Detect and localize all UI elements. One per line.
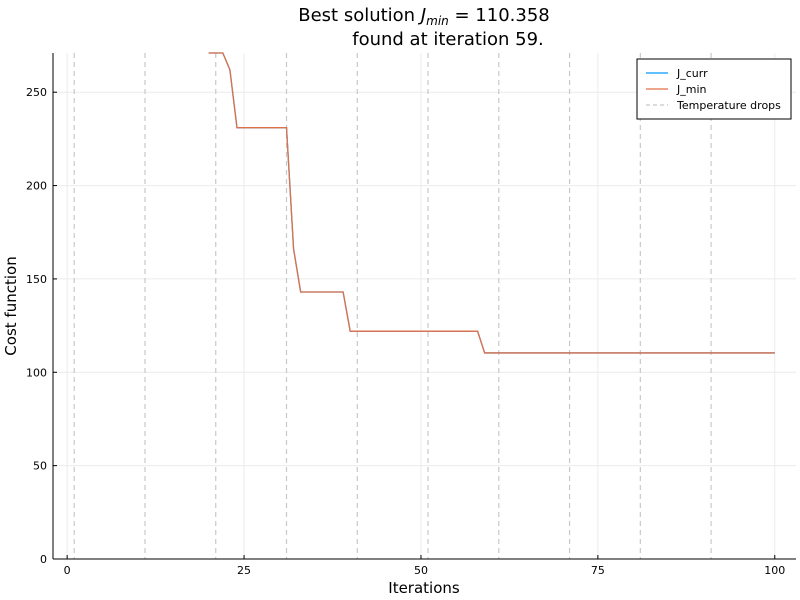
y-tick-label-0: 0	[40, 553, 47, 566]
y-tick-label-1: 50	[33, 460, 47, 473]
x-tick-label-2: 50	[414, 564, 428, 577]
y-tick-label-4: 200	[26, 180, 47, 193]
y-axis-label: Cost function	[2, 256, 20, 355]
series-lines	[208, 52, 775, 354]
title-value: = 110.358	[449, 5, 550, 26]
title-prefix: Best solution	[298, 5, 421, 26]
legend-label-temperature-drops: Temperature drops	[676, 99, 781, 112]
legend: J_curr J_min Temperature drops	[636, 58, 792, 120]
x-axis-label: Iterations	[388, 579, 460, 597]
y-tick-label-3: 150	[26, 273, 47, 286]
x-tick-label-0: 0	[64, 564, 71, 577]
tick-labels: 0 25 50 75 100 0 50 100 150 200 250	[26, 86, 785, 577]
chart-title-line1: Best solution Jmin = 110.358	[298, 5, 550, 28]
series-line-j-min	[208, 52, 775, 354]
y-tick-label-5: 250	[26, 86, 47, 99]
y-tick-label-2: 100	[26, 366, 47, 379]
title-subscript: min	[426, 14, 449, 28]
legend-label-j-curr: J_curr	[676, 67, 708, 80]
x-tick-label-3: 75	[591, 564, 605, 577]
grid	[53, 53, 796, 560]
legend-label-j-min: J_min	[676, 83, 707, 96]
title-symbol: J	[418, 5, 426, 26]
x-tick-label-4: 100	[764, 564, 785, 577]
chart-title-line2: found at iteration 59.	[352, 29, 544, 50]
x-tick-label-1: 25	[237, 564, 251, 577]
axes	[52, 53, 796, 560]
temperature-drop-lines	[73, 53, 712, 559]
